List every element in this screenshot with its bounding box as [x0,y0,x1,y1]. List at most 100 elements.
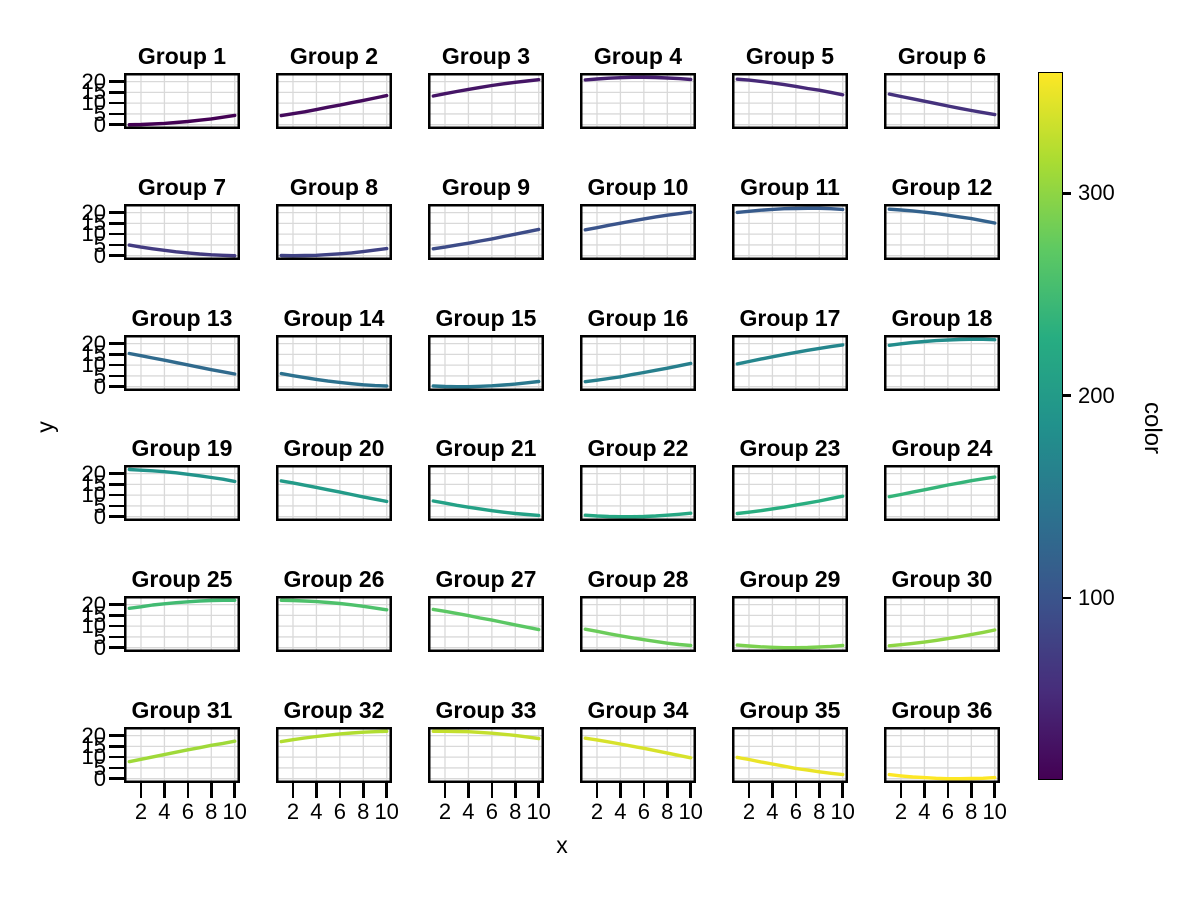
panel-border [428,73,544,129]
x-axis-tick [210,783,213,798]
colorbar-title: color [1139,401,1166,455]
facet-title: Group 21 [435,435,537,461]
facet: Group 29 [732,566,848,652]
panel-background [580,73,696,129]
x-tick-label: 8 [509,799,522,824]
facet-title: Group 32 [283,697,385,723]
facet: Group 31 0 5 10 15 20 2 4 6 8 10 [82,697,247,824]
panel-border [276,335,392,391]
facet-title: Group 30 [891,566,993,592]
panel-border [124,596,240,652]
facet-panel [428,596,544,652]
y-axis-tick [109,363,124,367]
x-axis-tick [163,783,166,798]
facet-panel [276,727,392,783]
y-tick-label: 5 [93,492,106,518]
x-axis-tick [467,783,470,798]
y-tick-label: 20 [81,460,106,486]
facet: Group 34 2 4 6 8 10 [580,697,703,824]
facet-title: Group 12 [891,174,993,200]
x-tick-label: 4 [766,799,779,824]
x-tick-label: 4 [614,799,627,824]
y-axis-tick [109,472,124,475]
panel-border [276,596,392,652]
panel-border [580,596,696,652]
facet-panel [884,73,1000,129]
facet-title: Group 17 [739,305,841,331]
y-tick-label: 10 [81,352,106,378]
panel-border [276,73,392,129]
x-tick-label: 6 [181,799,195,824]
y-axis-tick [109,483,124,486]
x-axis-tick [139,783,143,798]
facet-title: Group 24 [891,435,993,461]
facet: Group 18 [884,305,1000,391]
y-axis-tick [109,646,124,649]
x-tick-label: 10 [678,799,703,824]
y-tick-label: 20 [81,68,106,94]
x-tick-label: 2 [286,799,300,824]
data-line [431,379,541,389]
x-tick-label: 4 [918,799,931,824]
facet: Group 21 [428,435,544,521]
data-line [887,772,997,781]
facet-title: Group 9 [441,174,531,200]
y-tick-label: 15 [81,79,106,105]
data-line [127,243,237,258]
facet: Group 25 0 5 10 15 20 [82,566,240,659]
x-axis-tick [689,783,692,798]
facet-title: Group 31 [131,697,233,723]
facet-panel [276,204,392,260]
facet-title: Group 5 [745,43,835,69]
panel-border [580,335,696,391]
panel-border [884,727,1000,783]
data-line [735,755,845,777]
y-tick-label: 20 [81,722,106,748]
x-axis-tick [747,783,751,798]
x-axis-tick [186,783,190,798]
facet-panel [428,465,544,521]
facet-title: Group 29 [739,566,841,592]
facet: Group 7 0 5 10 15 20 [82,174,240,267]
y-tick-label: 0 [93,503,106,529]
panel-background [732,73,848,129]
panel-border [580,465,696,521]
facet-title: Group 18 [891,305,993,331]
facet-panel [428,335,544,391]
panel-border [276,465,392,521]
y-tick-label: 15 [81,733,106,759]
data-line [735,206,845,215]
y-axis-tick [109,353,124,356]
panel-border [428,727,544,783]
facet: Group 32 2 4 6 8 10 [276,697,399,824]
facet-panel [124,73,240,129]
y-axis-tick [109,777,124,780]
x-tick-label: 4 [310,799,323,824]
x-tick-label: 8 [813,799,826,824]
y-tick-label: 5 [93,754,106,780]
data-line [431,607,541,632]
x-axis-tick [970,783,973,798]
x-tick-label: 6 [333,799,347,824]
facet: Group 20 [276,435,392,521]
data-line [583,736,693,760]
y-axis-tick [109,91,124,94]
panel-border [276,204,392,260]
y-axis-label: y [32,421,58,433]
facet-panel [732,465,848,521]
x-axis-tick [490,783,494,798]
facet-title: Group 6 [897,43,987,69]
y-axis-tick [109,232,124,236]
panel-border [428,335,544,391]
facet-title: Group 25 [131,566,233,592]
x-tick-label: 2 [134,799,148,824]
facet-title: Group 26 [283,566,385,592]
panel-border [884,204,1000,260]
panel-background [732,204,848,260]
data-line [279,729,389,744]
y-axis-tick [109,755,124,759]
facet-title: Group 23 [739,435,841,461]
data-line [735,494,845,516]
data-line [887,628,997,648]
y-tick-label: 0 [93,373,106,399]
